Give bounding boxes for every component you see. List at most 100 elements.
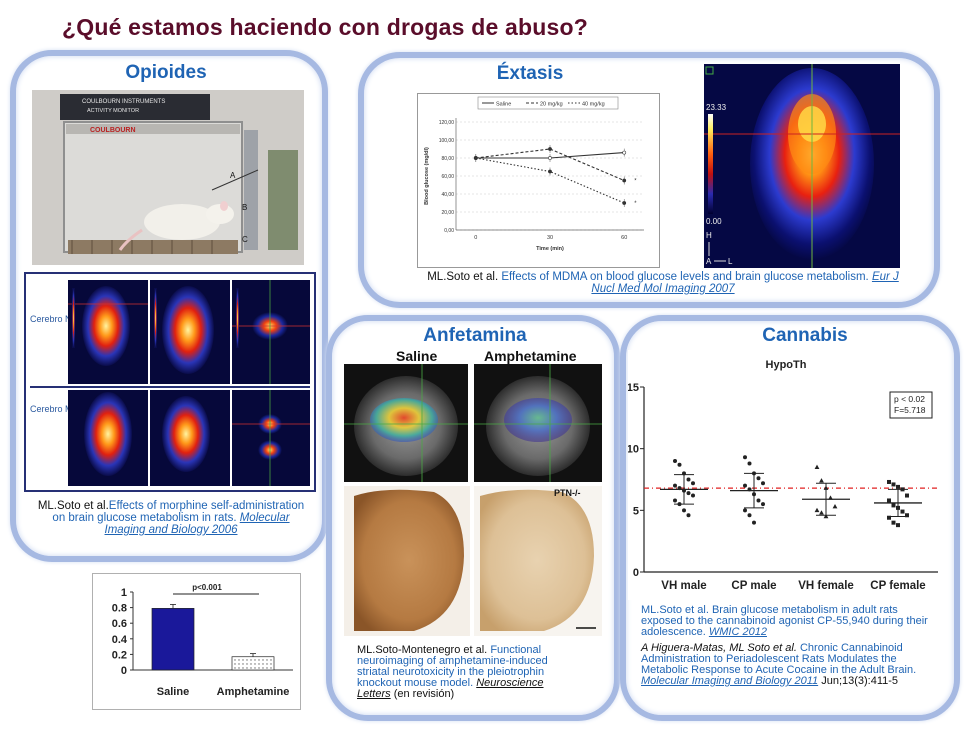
y-tick-label: 10 [628, 444, 639, 456]
data-point [622, 201, 627, 205]
pet-opioides-figure: Cerebro Normal Cerebro Morfina [24, 272, 316, 492]
cannabis-citation-1: ML.Soto et al. Brain glucose metabolism … [641, 605, 931, 638]
data-point [823, 485, 829, 490]
bar [151, 608, 195, 671]
data-point [473, 156, 478, 160]
data-point [686, 477, 691, 482]
img-label-amphetamine: Amphetamine [484, 348, 577, 364]
amphetamine-bar-chart: 0 0.2 0.4 0.6 0.8 1 Saline Amphetamine p<0.001 [92, 573, 301, 710]
page-title: ¿Qué estamos haciendo con drogas de abus… [62, 14, 589, 40]
stats-box [889, 391, 933, 419]
data-point [752, 492, 756, 497]
y-tick-label: 0.2 [112, 649, 127, 661]
x-tick-label: Amphetamine [217, 686, 290, 698]
data-point [686, 491, 691, 496]
data-point [622, 178, 627, 183]
data-point [756, 476, 761, 481]
anfetamina-cite-author: ML.Soto-Montenegro et al. [357, 644, 488, 656]
data-point [622, 150, 627, 155]
data-point [682, 488, 686, 493]
y-tick-label: 0.6 [112, 618, 127, 630]
chart-title: HypoTh [766, 359, 807, 371]
cannabis-cite2-text: Chronic Cannabinoid Administration to Pe… [641, 642, 917, 676]
stats-line-2: F=5.718 [894, 405, 926, 415]
opioides-title: Opioides [125, 62, 207, 83]
cannabis-cite1-journal[interactable]: WMIC 2012 [708, 626, 767, 638]
data-point [814, 464, 820, 469]
label-b: B [242, 203, 247, 212]
data-point [887, 515, 891, 520]
scale-max: 23.33 [706, 103, 727, 112]
activity-monitor-photo: COULBOURN INSTRUMENTS ACTIVITY MONITOR C… [32, 90, 304, 265]
data-point [548, 156, 552, 160]
orient-a: A [706, 257, 712, 266]
x-tick-label: CP female [870, 580, 925, 592]
data-point [677, 486, 682, 491]
y-tick-label: 15 [628, 382, 639, 394]
x-tick-label: CP male [731, 580, 776, 592]
stats-line-1: p < 0.02 [894, 394, 925, 404]
data-point [673, 483, 677, 488]
cannabis-cite2-journal[interactable]: Molecular Imaging and Biology 2011 [641, 675, 819, 687]
cannabis-title: Cannabis [762, 325, 848, 346]
row-label-normal: Cerebro Normal [30, 314, 95, 324]
data-point [682, 471, 686, 476]
opioides-citation: ML.Soto et al.Effects of morphine self-a… [36, 500, 306, 536]
data-point [691, 481, 695, 486]
data-point [887, 479, 891, 484]
anfetamina-cite-status: (en revisión) [393, 688, 455, 700]
x-tick-label: 30 [547, 235, 553, 241]
y-tick-label: 0,00 [444, 228, 454, 234]
device-label-2: ACTIVITY MONITOR [87, 108, 139, 114]
x-tick-label: Saline [157, 686, 189, 698]
extasis-cite-author: ML.Soto et al. [427, 271, 499, 283]
y-tick-label: 0 [633, 567, 639, 579]
data-point [743, 508, 747, 513]
data-point [819, 510, 824, 515]
data-point [887, 498, 891, 503]
data-point [691, 493, 695, 498]
data-point [752, 471, 756, 476]
y-tick-label: 60,00 [441, 174, 454, 180]
orient-l: L [728, 257, 733, 266]
data-point [896, 505, 900, 510]
label-a: A [230, 171, 236, 180]
x-axis-label: Time (min) [536, 246, 564, 252]
anfetamina-cite-journal[interactable]: Neuroscience Letters [357, 677, 544, 700]
x-tick-label: VH male [661, 580, 706, 592]
legend-entry: Saline [496, 102, 511, 108]
y-tick-label: 0.4 [112, 634, 128, 646]
data-point [673, 459, 677, 463]
data-point [677, 462, 682, 467]
anfetamina-mri-images: Saline Amphetamine [344, 346, 602, 636]
data-point [743, 483, 747, 488]
extasis-cite-text: Effects of MDMA on blood glucose levels … [501, 271, 869, 283]
hypoth-scatter-chart: HypoTh 0 5 10 15 VH male CP male VH female CP fe… [628, 350, 944, 600]
x-tick-label: 0 [474, 235, 477, 241]
significance-mark: * [634, 201, 637, 207]
device-brand: COULBOURN [90, 127, 136, 134]
device-label-1: COULBOURN INSTRUMENTS [82, 99, 165, 105]
y-axis-label: Blood glucose (mg/dl) [424, 147, 430, 205]
cannabis-cite2-author: A Higuera-Matas, ML Soto et al. [641, 642, 797, 654]
opioides-cite-journal[interactable]: Molecular Imaging and Biology 2006 [104, 512, 290, 536]
y-tick-label: 1 [121, 587, 127, 599]
y-tick-label: 100,00 [439, 138, 455, 144]
cannabis-citation-2: A Higuera-Matas, ML Soto et al. Chronic … [641, 643, 931, 687]
row-label-morfina: Cerebro Morfina [30, 404, 96, 414]
extasis-pet-image: 23.33 0.00 H A L [704, 64, 900, 268]
data-point [682, 508, 686, 513]
x-tick-label: 60 [621, 235, 627, 241]
data-point [752, 520, 756, 525]
y-tick-label: 5 [633, 505, 639, 517]
anfetamina-citation: ML.Soto-Montenegro et al. Functional neu… [357, 645, 579, 700]
data-point [819, 478, 824, 483]
y-tick-label: 80,00 [441, 156, 454, 162]
opioides-cite-text: Effects of morphine self-administration … [52, 500, 305, 524]
data-point [828, 495, 833, 500]
data-point [686, 513, 691, 518]
blood-glucose-chart: Saline 20 mg/kg 40 mg/kg 0,00 20,00 40,00 60,0… [417, 93, 660, 268]
data-point [747, 487, 752, 492]
cannabis-cite2-ref: Jun;13(3):411-5 [821, 675, 899, 687]
extasis-cite-journal[interactable]: Eur J Nucl Med Mol Imaging 2007 [591, 271, 899, 295]
